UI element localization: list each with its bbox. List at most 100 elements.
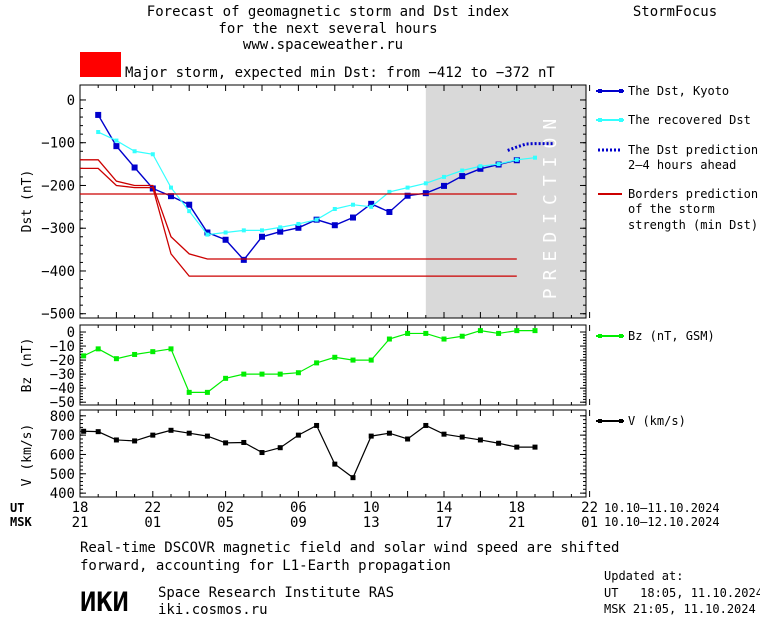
dst-recovered-point: [369, 204, 374, 209]
institute-name: Space Research Institute RAS: [158, 585, 394, 601]
speed-point: [332, 461, 338, 467]
plot-frame: [79, 84, 587, 319]
bz-point: [332, 354, 338, 360]
dst-recovered-point: [223, 230, 228, 235]
speed-point: [423, 422, 429, 428]
legend-bz-label: Bz (nT, GSM): [628, 329, 715, 343]
dst-recovered-point: [260, 228, 264, 233]
dst-recovered-point: [150, 152, 155, 157]
y-tick-label: 0: [67, 325, 75, 341]
legend-recovered-marker: [619, 118, 623, 122]
y-tick-label: 600: [50, 447, 75, 463]
updated-ut: UT 18:05, 11.10.2024: [604, 586, 760, 600]
legend: The Dst, Kyoto The recovered Dst The Dst…: [596, 84, 758, 428]
bz-point: [386, 336, 392, 342]
legend-kyoto-marker: [619, 89, 623, 93]
dst-kyoto-point: [404, 192, 411, 199]
dst-recovered-point: [496, 162, 501, 167]
speed-point: [405, 436, 411, 442]
dst-kyoto-point: [459, 173, 466, 180]
dst-recovered-point: [169, 185, 173, 190]
dst-recovered-point: [241, 228, 246, 233]
y-tick-label: 500: [50, 467, 75, 483]
legend-borders-label-3: strength (min Dst): [628, 218, 758, 232]
speed-point: [477, 437, 483, 443]
bz-point: [168, 346, 174, 352]
y-tick-label: −300: [41, 221, 75, 237]
prediction-band-label: PREDICTION: [540, 111, 561, 299]
storm-border-line: [80, 167, 517, 277]
bz-point: [405, 330, 411, 336]
legend-speed-label: V (km/s): [628, 414, 686, 428]
bz-point: [314, 360, 320, 366]
dst-kyoto-point: [186, 201, 193, 208]
dst-kyoto-point: [131, 164, 138, 171]
msk-tick-label: 05: [217, 515, 234, 531]
dst-kyoto-point: [295, 224, 302, 231]
speed-point: [314, 422, 320, 428]
speed-point: [204, 433, 210, 439]
footer-note-2: forward, accounting for L1-Earth propaga…: [80, 558, 451, 574]
legend-recovered-marker: [598, 118, 602, 122]
dst-recovered-point: [296, 221, 301, 226]
speed-point: [241, 439, 247, 445]
legend-kyoto-marker: [598, 89, 602, 93]
msk-tick-label: 13: [363, 515, 380, 531]
speed-point: [259, 450, 265, 456]
plot-frame: [79, 324, 587, 406]
speed-point: [295, 432, 301, 438]
y-tick-label: −500: [41, 307, 75, 323]
y-tick-label: −10: [50, 339, 75, 355]
speed-point: [496, 440, 502, 446]
speed-point: [277, 445, 283, 451]
bz-point: [350, 357, 356, 363]
speed-point: [532, 444, 538, 450]
dst-kyoto-point: [240, 256, 247, 263]
dst-recovered-point: [114, 138, 119, 143]
updated-label: Updated at:: [604, 569, 683, 583]
bz-point: [150, 349, 156, 355]
dst-recovered-point: [314, 217, 319, 222]
speed-point: [459, 434, 465, 440]
y-tick-label: 400: [50, 486, 75, 502]
dst-recovered-point: [405, 185, 410, 190]
bz-panel: 0−10−20−30−40−50 Bz (nT): [20, 324, 591, 411]
bz-point: [459, 333, 465, 339]
institute-url[interactable]: iki.cosmos.ru: [158, 602, 268, 618]
bz-point: [95, 346, 101, 352]
storm-level-text: Major storm, expected min Dst: from −412…: [125, 65, 555, 81]
speed-point: [350, 475, 356, 481]
legend-prediction-label-1: The Dst prediction: [628, 143, 758, 157]
msk-tick-label: 01: [144, 515, 161, 531]
legend-borders-label-2: of the storm: [628, 202, 715, 216]
speed-point: [368, 433, 374, 439]
legend-speed-marker: [619, 419, 623, 423]
dst-recovered-point: [478, 164, 483, 169]
legend-borders-label-1: Borders prediction: [628, 187, 758, 201]
dst-panel: PREDICTION 0 −100 −200 −300 −400 −500 Dst (nT): [20, 84, 591, 323]
dst-kyoto-point: [95, 111, 102, 118]
ut-date-range: 10.10–11.10.2024: [604, 501, 720, 515]
chart-subtitle: for the next several hours: [218, 21, 437, 37]
speed-point: [150, 432, 156, 438]
dst-kyoto-point: [204, 229, 211, 236]
bz-point: [514, 328, 520, 334]
bz-point: [241, 371, 247, 377]
bz-point: [132, 351, 138, 357]
ut-tick-label: 18: [508, 500, 525, 516]
speed-point: [514, 444, 520, 450]
dst-recovered-point: [332, 206, 337, 211]
dst-recovered-point: [278, 225, 283, 230]
dst-kyoto-point: [422, 190, 429, 197]
y-tick-label: −20: [50, 353, 75, 369]
msk-tick-label: 09: [290, 515, 307, 531]
legend-recovered-label: The recovered Dst: [628, 113, 751, 127]
speed-line: [83, 424, 535, 479]
bz-point: [259, 371, 265, 377]
y-tick-label: −400: [41, 264, 75, 280]
speed-point: [386, 430, 392, 436]
speed-point: [132, 438, 138, 444]
ut-tick-label: 10: [363, 500, 380, 516]
bz-point: [441, 336, 447, 342]
legend-bz-marker: [619, 334, 623, 338]
